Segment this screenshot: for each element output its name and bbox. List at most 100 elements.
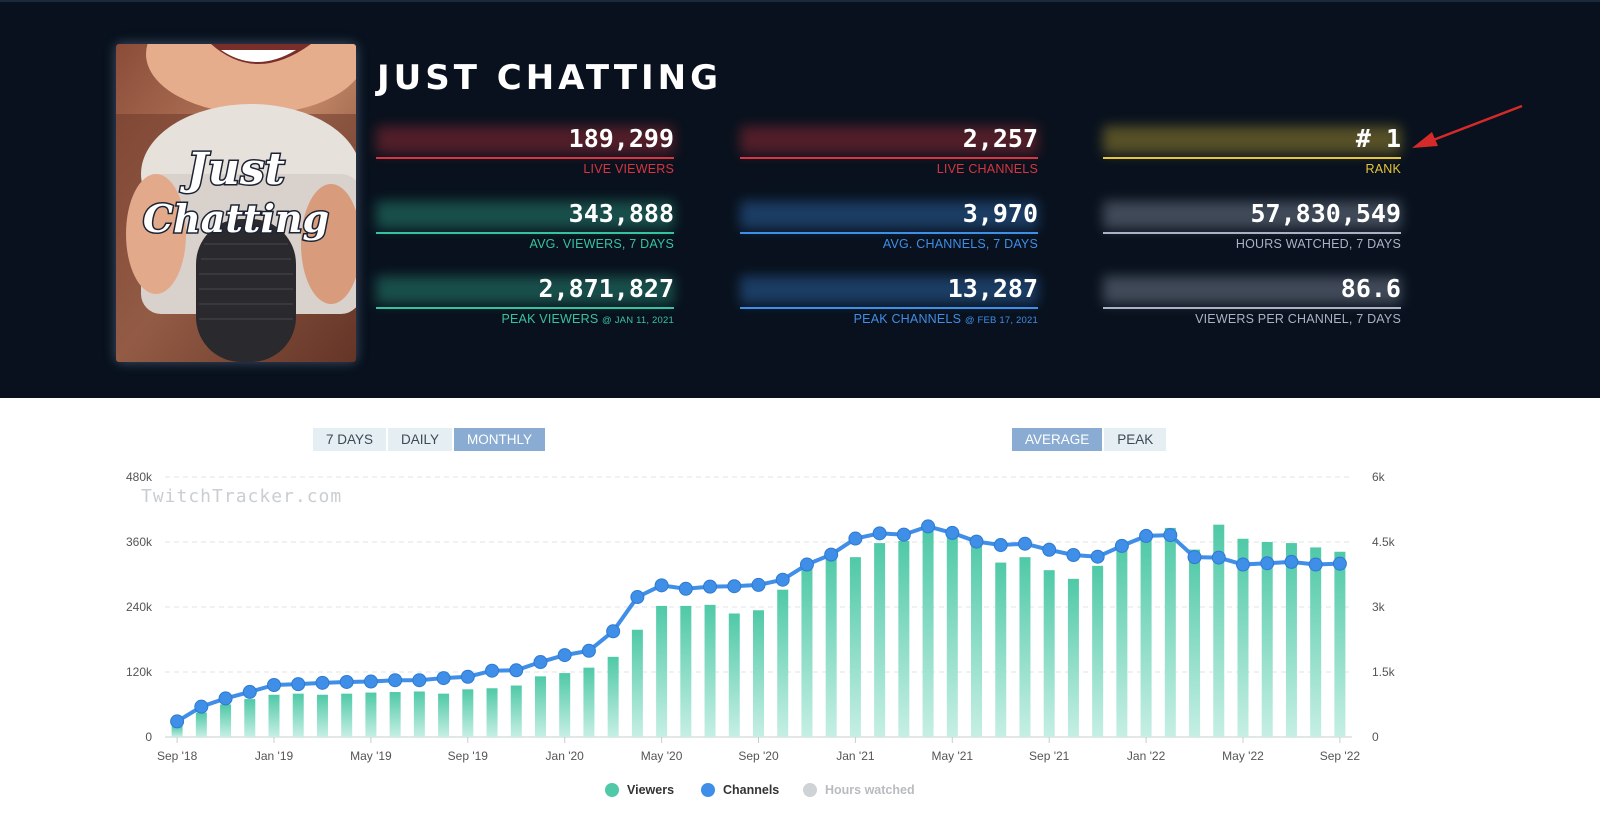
viewers-bar[interactable] (1213, 524, 1225, 737)
channels-point[interactable] (993, 538, 1008, 553)
channels-point[interactable] (1332, 556, 1347, 571)
channels-point[interactable] (775, 572, 790, 587)
channels-point[interactable] (654, 578, 669, 593)
legend-item-viewers[interactable]: Viewers (627, 783, 674, 797)
channels-point[interactable] (703, 579, 718, 594)
viewers-bar[interactable] (1019, 557, 1031, 737)
viewers-bar[interactable] (922, 529, 934, 737)
viewers-bar[interactable] (171, 726, 183, 737)
legend-marker-viewers[interactable] (605, 783, 619, 797)
channels-point[interactable] (315, 675, 330, 690)
channels-point[interactable] (799, 557, 814, 572)
viewers-bar[interactable] (946, 532, 958, 737)
viewers-bar[interactable] (1285, 543, 1297, 737)
viewers-bar[interactable] (753, 610, 764, 737)
mode-button-average[interactable]: AVERAGE (1012, 428, 1103, 451)
legend-marker-channels[interactable] (701, 783, 715, 797)
channels-point[interactable] (267, 678, 282, 692)
channels-point[interactable] (1163, 528, 1178, 543)
channels-point[interactable] (363, 674, 378, 689)
viewers-bar[interactable] (1140, 537, 1152, 737)
channels-point[interactable] (485, 663, 500, 678)
channels-point[interactable] (170, 714, 185, 729)
viewers-bar[interactable] (849, 557, 861, 737)
viewers-bar[interactable] (292, 693, 304, 737)
mode-button-peak[interactable]: PEAK (1104, 428, 1167, 451)
viewers-bar[interactable] (631, 629, 643, 737)
channels-point[interactable] (1284, 554, 1299, 569)
viewers-bar[interactable] (438, 693, 450, 737)
channels-point[interactable] (581, 643, 596, 658)
range-button-monthly[interactable]: MONTHLY (454, 428, 546, 451)
viewers-bar[interactable] (1092, 565, 1104, 737)
viewers-bar[interactable] (1164, 527, 1176, 737)
channels-point[interactable] (848, 531, 863, 546)
channels-point[interactable] (969, 534, 984, 549)
viewers-bar[interactable] (1334, 551, 1346, 737)
viewers-bar[interactable] (341, 693, 353, 737)
channels-point[interactable] (436, 671, 451, 686)
channels-point[interactable] (557, 648, 572, 663)
legend-item-channels[interactable]: Channels (723, 783, 779, 797)
channels-point[interactable] (896, 527, 911, 542)
channels-point[interactable] (1017, 536, 1032, 551)
viewers-bar[interactable] (583, 667, 595, 737)
viewers-bar[interactable] (825, 555, 837, 737)
channels-point[interactable] (242, 684, 257, 699)
viewers-bar[interactable] (971, 537, 983, 737)
viewers-bar[interactable] (268, 694, 280, 737)
viewers-bar[interactable] (1067, 578, 1079, 737)
viewers-bar[interactable] (559, 673, 571, 737)
channels-point[interactable] (509, 663, 524, 678)
viewers-bar[interactable] (874, 543, 886, 737)
channels-point[interactable] (194, 699, 209, 714)
channels-point[interactable] (1066, 548, 1081, 562)
viewers-bar[interactable] (1310, 547, 1322, 737)
channels-point[interactable] (1090, 549, 1105, 564)
range-button-7-days[interactable]: 7 DAYS (313, 428, 387, 451)
channels-point[interactable] (630, 590, 645, 605)
viewers-bar[interactable] (704, 604, 716, 737)
channels-point[interactable] (1187, 550, 1202, 565)
legend-marker-hours-watched[interactable] (803, 783, 817, 797)
viewers-bar[interactable] (316, 694, 328, 737)
channels-point[interactable] (727, 579, 742, 594)
channels-point[interactable] (533, 655, 548, 670)
channels-point[interactable] (1260, 556, 1275, 571)
viewers-bar[interactable] (244, 699, 256, 737)
legend-item-hours-watched[interactable]: Hours watched (825, 783, 915, 797)
channels-point[interactable] (460, 669, 475, 684)
viewers-bar[interactable] (680, 605, 692, 737)
viewers-bar[interactable] (220, 704, 232, 738)
viewers-bar[interactable] (195, 712, 207, 737)
viewers-bar[interactable] (365, 692, 377, 737)
channels-point[interactable] (388, 673, 403, 688)
channels-point[interactable] (824, 547, 839, 562)
channels-point[interactable] (339, 674, 354, 689)
channels-point[interactable] (678, 581, 693, 596)
channels-point[interactable] (606, 624, 621, 639)
viewers-bar[interactable] (486, 688, 498, 737)
viewers-bar[interactable] (656, 605, 668, 737)
channels-point[interactable] (921, 519, 936, 534)
channels-point[interactable] (1235, 557, 1250, 572)
viewers-bar[interactable] (413, 691, 425, 738)
viewers-bar[interactable] (1237, 538, 1249, 737)
channels-point[interactable] (751, 577, 766, 592)
range-button-daily[interactable]: DAILY (388, 428, 453, 451)
viewers-bar[interactable] (777, 589, 789, 737)
channels-point[interactable] (218, 691, 233, 706)
viewers-bar[interactable] (607, 656, 619, 737)
channels-point[interactable] (412, 673, 427, 688)
viewers-bar[interactable] (534, 676, 546, 737)
viewers-bar[interactable] (728, 613, 740, 738)
viewers-bar[interactable] (462, 689, 474, 737)
channels-point[interactable] (1211, 550, 1226, 565)
channels-point[interactable] (1139, 528, 1154, 543)
channels-point[interactable] (945, 525, 960, 540)
viewers-bar[interactable] (1189, 549, 1201, 737)
viewers-bar[interactable] (1261, 542, 1273, 737)
viewers-bar[interactable] (801, 563, 813, 737)
viewers-bar[interactable] (898, 540, 910, 737)
viewers-bar[interactable] (510, 685, 522, 737)
